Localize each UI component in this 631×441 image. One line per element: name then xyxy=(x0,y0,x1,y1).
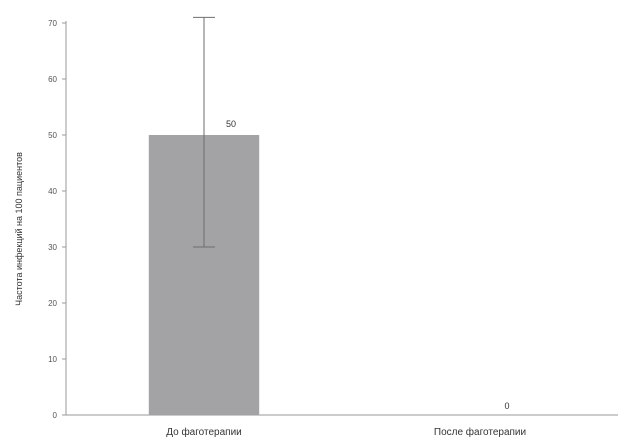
y-tick-label: 30 xyxy=(48,243,57,252)
data-labels-group: 50 0 xyxy=(226,119,510,411)
category-label: До фаготерапии xyxy=(166,426,242,438)
y-tick-label: 50 xyxy=(48,131,57,140)
category-label: После фаготерапии xyxy=(434,426,526,438)
data-label: 0 xyxy=(504,401,509,411)
y-tick-label: 0 xyxy=(53,411,58,420)
error-bars-group xyxy=(193,16,215,248)
category-labels-group: До фаготерапии После фаготерапии xyxy=(166,426,526,438)
y-tick-label: 10 xyxy=(48,355,57,364)
y-tick-label: 60 xyxy=(48,75,57,84)
y-axis-title: Частота инфекций на 100 пациентов xyxy=(14,152,24,306)
y-axis-ticks: 0 10 20 30 40 50 60 70 xyxy=(48,19,66,420)
y-tick-label: 70 xyxy=(48,19,57,28)
y-tick-label: 20 xyxy=(48,299,57,308)
data-label: 50 xyxy=(226,119,236,129)
y-tick-label: 40 xyxy=(48,187,57,196)
